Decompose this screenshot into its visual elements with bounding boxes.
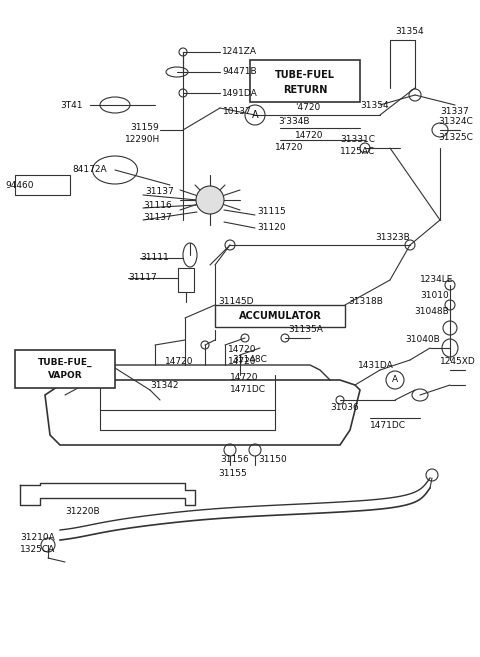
Bar [178,268,194,292]
Text: 31148C: 31148C [232,355,267,365]
Text: 31318B: 31318B [348,298,383,307]
Text: RETURN: RETURN [283,85,327,95]
Text: 3'334B: 3'334B [278,118,310,127]
Text: 31048B: 31048B [414,307,449,317]
Text: A: A [392,376,398,384]
Text: 1491DA: 1491DA [222,89,258,97]
Text: TUBE-FUEL: TUBE-FUEL [275,70,335,80]
Text: 31120: 31120 [257,223,286,233]
Text: ACCUMULATOR: ACCUMULATOR [239,311,322,321]
Text: 31036: 31036 [330,403,359,413]
Text: 31135A: 31135A [288,325,323,334]
Text: 14720: 14720 [275,143,303,152]
Text: 10137: 10137 [223,108,252,116]
Text: 94460: 94460 [5,181,34,189]
Text: 1241ZA: 1241ZA [222,47,257,57]
Bar [15,350,115,388]
Text: 31324C: 31324C [438,118,473,127]
Text: 12290H: 12290H [125,135,160,145]
Text: 31116: 31116 [143,200,172,210]
Text: TUBE-FUE_: TUBE-FUE_ [38,357,92,367]
Text: 31159: 31159 [130,122,159,131]
Text: 31325C: 31325C [438,133,473,143]
Text: 31156: 31156 [220,455,249,464]
Text: 31150: 31150 [258,455,287,464]
Text: 31010: 31010 [420,292,449,300]
Text: 31111: 31111 [140,254,169,263]
Text: 84172A: 84172A [72,166,107,175]
Text: '4720: '4720 [295,104,320,112]
Text: 31354: 31354 [395,28,424,37]
Text: 31323B: 31323B [375,233,410,242]
Text: 14720: 14720 [295,131,324,139]
Text: 1431DA: 1431DA [358,361,394,369]
Text: 14720: 14720 [230,373,259,382]
Text: 1471DC: 1471DC [230,386,266,394]
Text: 14720: 14720 [228,357,256,367]
Circle shape [196,186,224,214]
Text: 31220B: 31220B [65,507,100,516]
Text: 1245XD: 1245XD [440,357,476,367]
Text: 31137: 31137 [143,214,172,223]
Text: 1325CA: 1325CA [20,545,55,555]
Text: 3T41: 3T41 [60,101,83,110]
Bar [215,305,345,327]
Text: 31145D: 31145D [218,298,253,307]
Text: 1471DC: 1471DC [370,420,406,430]
Text: 94471B: 94471B [222,68,257,76]
Text: 31210A: 31210A [20,533,55,543]
Text: 31117: 31117 [128,273,157,283]
Text: 31342: 31342 [150,380,179,390]
Text: 14720: 14720 [165,357,193,367]
Bar [15,175,70,195]
Bar [250,60,360,102]
Text: 14720: 14720 [228,346,256,355]
Text: 31137: 31137 [145,187,174,196]
Text: 1234LE: 1234LE [420,275,454,284]
Text: 31155: 31155 [218,468,247,478]
Text: A: A [252,110,258,120]
Text: 31337: 31337 [440,108,469,116]
Text: 31354: 31354 [360,101,389,110]
Text: 31331C: 31331C [340,135,375,145]
Text: 31040B: 31040B [405,336,440,344]
Text: VAPOR: VAPOR [48,371,82,380]
Text: 31115: 31115 [257,208,286,217]
Text: 1125AC: 1125AC [340,148,375,156]
